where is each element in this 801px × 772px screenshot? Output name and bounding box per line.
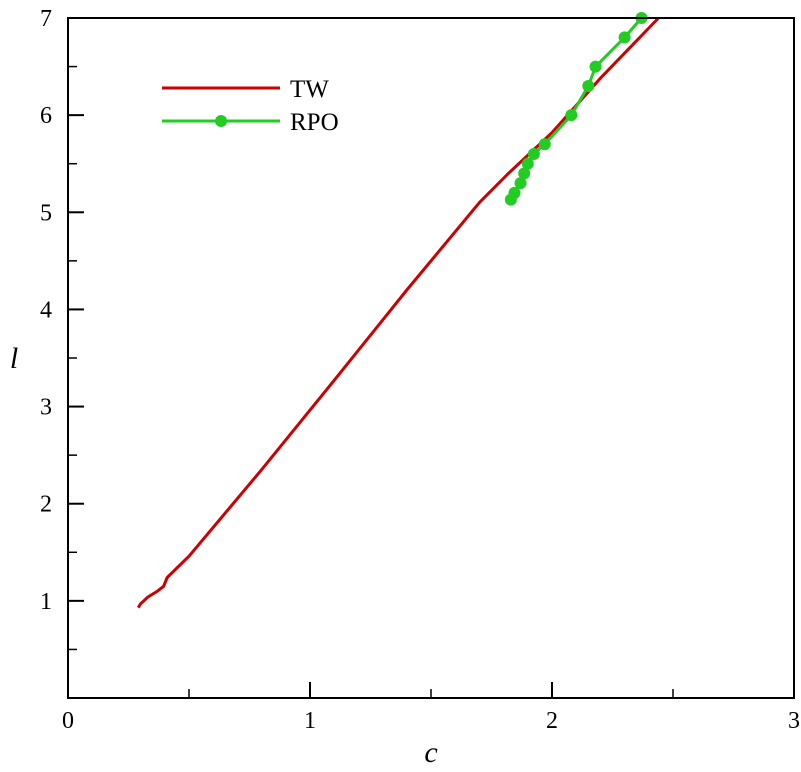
y-axis-title: l [10,342,18,375]
legend: TW RPO [162,76,339,136]
tick-layer: 0 1 2 3 1 2 3 4 5 6 7 [40,6,800,734]
data-point-rpo [538,138,551,151]
legend-label-tw: TW [290,76,329,103]
x-tick-label: 3 [788,708,800,734]
legend-marker-rpo [215,115,227,127]
series-line-rpo [509,17,643,201]
x-tick-label: 1 [304,708,316,734]
y-tick-label: 1 [40,589,52,615]
y-tick-label: 4 [40,297,52,323]
series-layer [136,12,660,609]
series-line-tw [136,16,660,609]
data-point-rpo [582,80,595,92]
data-point-rpo [589,60,602,73]
data-point-rpo [521,157,534,170]
x-tick-label: 0 [62,708,74,734]
data-point-rpo [618,31,631,44]
x-tick-label: 2 [546,708,558,734]
data-point-rpo [518,167,531,180]
y-tick-label: 3 [40,395,52,421]
legend-label-rpo: RPO [290,109,339,136]
x-axis-title: c [424,736,437,769]
data-point-rpo [514,177,527,190]
data-point-rpo [508,186,521,199]
data-point-rpo [565,109,578,122]
y-tick-label: 5 [40,200,52,226]
y-tick-label: 6 [40,103,52,129]
y-tick-label: 7 [40,6,52,32]
data-point-rpo [527,148,540,160]
y-tick-label: 2 [40,492,52,518]
